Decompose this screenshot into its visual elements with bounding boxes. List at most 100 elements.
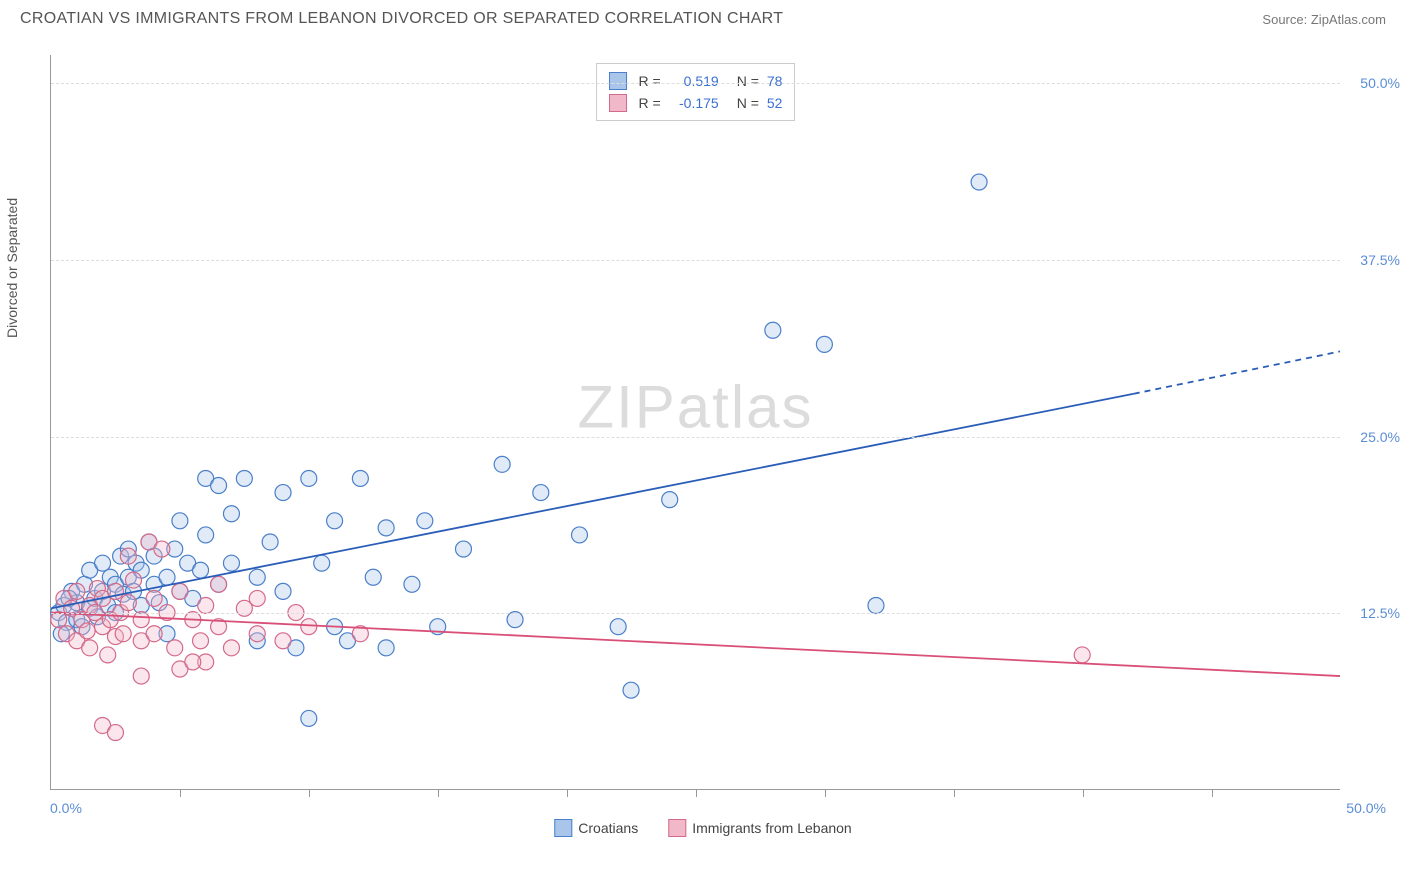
scatter-point [249,590,265,606]
scatter-point [198,598,214,614]
scatter-point [262,534,278,550]
r-value: 0.519 [669,73,719,89]
scatter-point [1074,647,1090,663]
scatter-point [211,576,227,592]
scatter-point [120,595,136,611]
scatter-point [610,619,626,635]
scatter-point [154,541,170,557]
plot-svg [51,55,1340,789]
legend-swatch [609,94,627,112]
scatter-point [249,569,265,585]
scatter-point [378,520,394,536]
scatter-point [193,562,209,578]
scatter-point [107,725,123,741]
scatter-point [95,555,111,571]
scatter-point [378,640,394,656]
scatter-point [146,590,162,606]
legend-stat-row: R = -0.175 N = 52 [609,92,783,114]
scatter-point [193,633,209,649]
scatter-point [533,485,549,501]
chart-title: CROATIAN VS IMMIGRANTS FROM LEBANON DIVO… [20,10,783,28]
legend-stat-row: R = 0.519 N = 78 [609,70,783,92]
r-label: R = [639,73,661,89]
series-legend: Croatians Immigrants from Lebanon [554,819,851,837]
correlation-legend: R = 0.519 N = 78 R = -0.175 N = 52 [596,63,796,121]
scatter-point [275,633,291,649]
scatter-point [133,668,149,684]
scatter-point [314,555,330,571]
scatter-point [185,654,201,670]
x-tick [696,789,697,797]
x-origin-label: 0.0% [50,800,82,816]
scatter-point [223,640,239,656]
scatter-point [494,456,510,472]
scatter-point [327,513,343,529]
scatter-point [146,626,162,642]
scatter-point [236,470,252,486]
x-tick [1083,789,1084,797]
y-tick-label: 50.0% [1360,75,1400,91]
legend-series-label: Croatians [578,820,638,836]
scatter-point [571,527,587,543]
scatter-point [662,492,678,508]
legend-series-label: Immigrants from Lebanon [692,820,852,836]
legend-swatch [609,72,627,90]
n-label: N = [737,95,759,111]
x-tick [438,789,439,797]
x-end-label: 50.0% [1346,800,1386,816]
x-tick [825,789,826,797]
scatter-point [172,583,188,599]
scatter-point [100,647,116,663]
scatter-point [167,640,183,656]
gridline [51,613,1340,614]
scatter-point [301,619,317,635]
y-tick-label: 12.5% [1360,605,1400,621]
scatter-point [159,569,175,585]
n-label: N = [737,73,759,89]
r-value: -0.175 [669,95,719,111]
x-tick [1212,789,1213,797]
trend-line [51,394,1134,609]
scatter-point [765,322,781,338]
legend-swatch [554,819,572,837]
x-tick [309,789,310,797]
r-label: R = [639,95,661,111]
source-link[interactable]: ZipAtlas.com [1311,12,1386,27]
scatter-point [211,478,227,494]
scatter-point [223,506,239,522]
scatter-point [301,470,317,486]
scatter-point [126,572,142,588]
scatter-point [301,710,317,726]
x-tick [954,789,955,797]
scatter-point [352,470,368,486]
legend-series-item: Immigrants from Lebanon [668,819,852,837]
scatter-point [223,555,239,571]
legend-swatch [668,819,686,837]
scatter-point [249,626,265,642]
trend-line-extrapolation [1134,351,1340,393]
scatter-point [971,174,987,190]
scatter-point [120,548,136,564]
n-value: 52 [767,95,783,111]
scatter-point [82,640,98,656]
plot-area: ZIPatlas R =0.519N =78R =-0.175N =52 12.… [50,55,1340,790]
scatter-point [275,583,291,599]
trend-line [51,613,1340,677]
source-label: Source: ZipAtlas.com [1262,12,1386,27]
scatter-point [417,513,433,529]
gridline [51,260,1340,261]
scatter-point [404,576,420,592]
n-value: 78 [767,73,783,89]
scatter-point [455,541,471,557]
y-axis-label: Divorced or Separated [4,198,20,338]
x-tick [180,789,181,797]
scatter-point [816,336,832,352]
gridline [51,437,1340,438]
y-tick-label: 25.0% [1360,429,1400,445]
scatter-point [172,513,188,529]
scatter-point [365,569,381,585]
scatter-point [79,623,95,639]
x-tick [567,789,568,797]
gridline [51,83,1340,84]
scatter-point [115,626,131,642]
